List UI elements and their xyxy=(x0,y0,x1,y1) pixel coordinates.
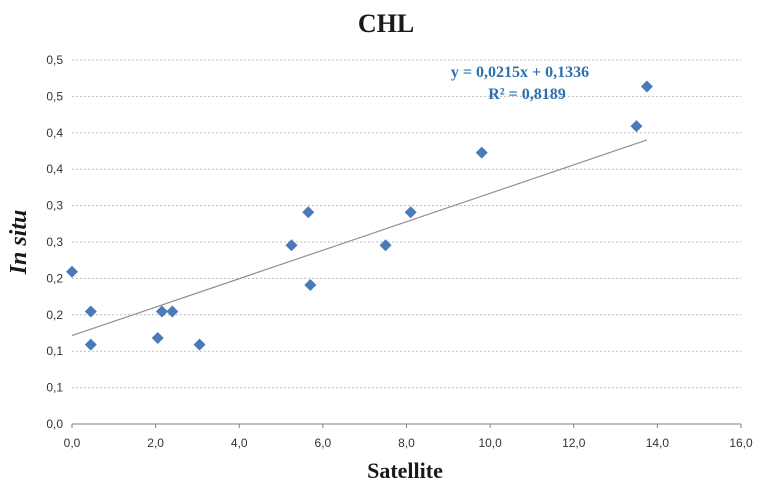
x-tick-label: 2,0 xyxy=(147,436,164,450)
y-tick-label: 0,3 xyxy=(46,235,63,249)
y-tick-label: 0,5 xyxy=(46,89,63,103)
chart-title: CHL xyxy=(358,9,414,38)
data-point xyxy=(302,206,315,219)
data-point xyxy=(193,338,206,351)
trendline-equation: y = 0,0215x + 0,1336 xyxy=(451,64,589,81)
x-tick-label: 14,0 xyxy=(646,436,670,450)
data-point xyxy=(151,331,164,344)
data-point xyxy=(155,305,168,318)
y-tick-label: 0,2 xyxy=(46,271,63,285)
trendline-r-squared: R² = 0,8189 xyxy=(488,86,565,103)
x-tick-label: 6,0 xyxy=(315,436,332,450)
y-tick-label: 0,3 xyxy=(46,199,63,213)
data-point xyxy=(285,239,298,252)
x-tick-label: 0,0 xyxy=(64,436,81,450)
x-axis-label: Satellite xyxy=(367,458,443,483)
y-tick-label: 0,4 xyxy=(46,126,63,140)
y-tick-label: 0,4 xyxy=(46,162,63,176)
data-point xyxy=(404,206,417,219)
data-point xyxy=(640,80,653,93)
x-tick-label: 8,0 xyxy=(398,436,415,450)
x-tick-label: 10,0 xyxy=(478,436,502,450)
data-point xyxy=(66,265,78,278)
y-tick-label: 0,0 xyxy=(46,417,63,431)
x-tick-labels: 0,0 2,0 4,0 6,0 8,0 10,0 12,0 14,0 16,0 xyxy=(64,424,753,450)
x-tick-label: 12,0 xyxy=(562,436,586,450)
x-tick-label: 16,0 xyxy=(729,436,753,450)
y-tick-label: 0,1 xyxy=(46,381,63,395)
data-point xyxy=(166,305,179,318)
y-tick-label: 0,1 xyxy=(46,344,63,358)
trendline xyxy=(71,139,648,337)
data-point xyxy=(304,279,317,292)
y-tick-labels: 0,0 0,1 0,1 0,2 0,2 0,3 0,3 0,4 0,4 0,5 0,5 xyxy=(46,53,63,431)
y-axis-label: In situ xyxy=(6,210,32,276)
x-tick-label: 4,0 xyxy=(231,436,248,450)
data-point xyxy=(379,239,392,252)
grid xyxy=(72,59,741,389)
data-point xyxy=(630,120,643,133)
y-tick-label: 0,5 xyxy=(46,53,63,67)
y-tick-label: 0,2 xyxy=(46,308,63,322)
data-point xyxy=(84,338,97,351)
data-points xyxy=(66,80,653,351)
data-point xyxy=(475,146,488,159)
data-point xyxy=(84,305,97,318)
